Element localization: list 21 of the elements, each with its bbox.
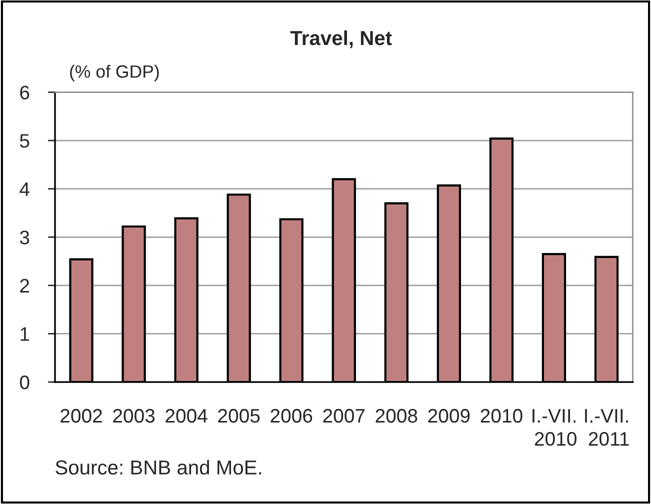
y-tick-label: 4 <box>20 182 30 196</box>
x-tick-label: I.-VII. 2011 <box>585 409 629 446</box>
source-note: Source: BNB and MoE. <box>56 460 262 475</box>
y-tick-label: 5 <box>20 134 30 148</box>
x-tick-label: 2004 <box>166 408 208 423</box>
y-tick-label: 1 <box>20 327 30 341</box>
y-tick-label: 6 <box>20 86 30 100</box>
x-tick-label: 2009 <box>428 408 470 423</box>
x-tick-label: 2005 <box>218 408 260 423</box>
x-tick-label: 2008 <box>376 408 418 423</box>
y-tick-label: 0 <box>20 376 30 390</box>
chart-title: Travel, Net <box>290 30 392 48</box>
x-tick-label: I.-VII. 2010 <box>532 409 576 446</box>
x-tick-label: 2002 <box>60 408 102 423</box>
x-tick-label: 2003 <box>113 408 155 423</box>
y-tick-label: 2 <box>20 278 30 292</box>
x-tick-label: 2006 <box>270 408 312 423</box>
y-tick-label: 3 <box>20 230 30 244</box>
x-tick-label: 2010 <box>480 408 522 423</box>
y-axis-title: (% of GDP) <box>70 64 159 82</box>
x-tick-label: 2007 <box>323 408 365 423</box>
